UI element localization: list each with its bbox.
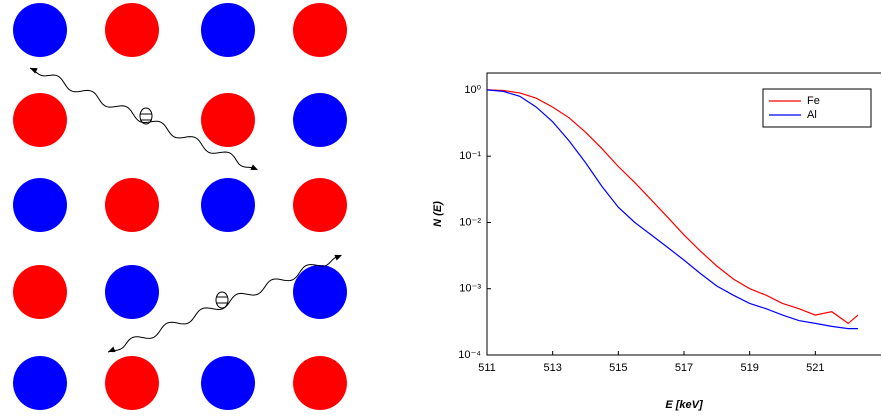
atom <box>13 3 67 57</box>
data-line <box>486 89 859 325</box>
atom <box>201 93 255 147</box>
x-tick-label: 517 <box>675 362 693 374</box>
arrowhead <box>334 254 342 261</box>
atom <box>201 3 255 57</box>
legend-label: Al <box>807 109 817 121</box>
atom <box>13 178 67 232</box>
atom <box>13 93 67 147</box>
legend-box <box>762 88 872 128</box>
atom <box>105 265 159 319</box>
positron <box>139 107 229 309</box>
y-tick-label: 10⁰ <box>464 84 481 96</box>
atom <box>293 3 347 57</box>
x-tick-label: 513 <box>543 362 561 374</box>
atom <box>105 3 159 57</box>
photon <box>29 67 257 170</box>
legend-label: Fe <box>807 95 820 107</box>
arrowhead <box>30 68 38 74</box>
data-line <box>486 89 858 330</box>
y-tick-label: 10⁻¹ <box>459 150 481 162</box>
atom <box>293 265 347 319</box>
atom <box>105 356 159 410</box>
photon <box>107 254 341 353</box>
atom <box>201 178 255 232</box>
atom <box>293 356 347 410</box>
y-axis-label: N (E) <box>432 201 444 227</box>
x-tick-label: 521 <box>806 362 824 374</box>
atom <box>105 178 159 232</box>
atom <box>293 178 347 232</box>
atom <box>201 356 255 410</box>
y-tick-label: 10⁻³ <box>459 283 481 295</box>
atom <box>293 93 347 147</box>
x-tick-label: 519 <box>740 362 758 374</box>
x-tick-label: 515 <box>609 362 627 374</box>
y-tick-label: 10⁻⁴ <box>458 349 481 361</box>
atom <box>13 356 67 410</box>
lattice <box>13 3 347 410</box>
arrowhead <box>250 164 258 170</box>
x-axis-label: E [keV] <box>665 399 703 411</box>
y-tick-label: 10⁻² <box>459 216 481 228</box>
x-tick-label: 511 <box>478 362 496 374</box>
atom <box>13 265 67 319</box>
arrowhead <box>108 346 116 353</box>
